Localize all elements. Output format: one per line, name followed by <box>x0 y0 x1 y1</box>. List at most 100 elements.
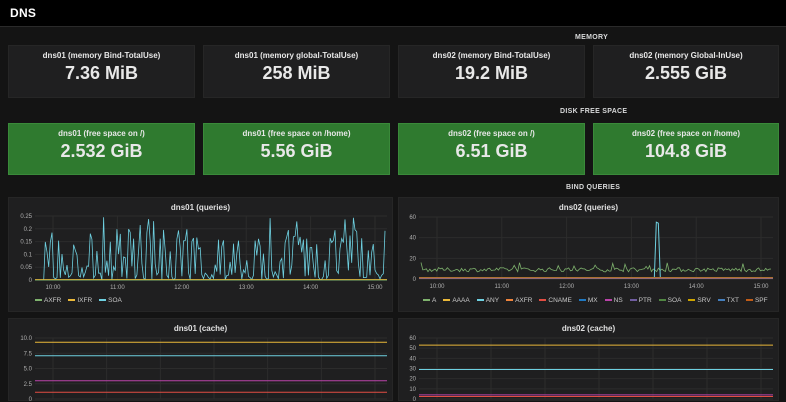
series-line-any <box>419 221 773 279</box>
stat-panel-dns02-global-memory[interactable]: dns02 (memory Global-InUse) 2.555 GiB <box>593 45 779 98</box>
series-line-a <box>420 261 772 273</box>
x-tick-label: 11:00 <box>495 284 510 290</box>
legend-item[interactable]: TXT <box>717 297 739 304</box>
x-tick-label: 10:00 <box>45 285 61 291</box>
chart-dns01-cache: 10.0 7.5 5.0 2.5 0 <box>20 336 387 402</box>
y-tick-label: 60 <box>409 336 416 342</box>
stat-title: dns01 (memory global-TotalUse) <box>234 51 359 60</box>
legend-item[interactable]: IXFR <box>68 297 92 304</box>
dashboard-title[interactable]: DNS <box>10 6 37 20</box>
disk-row-title[interactable]: DISK FREE SPACE <box>560 108 628 115</box>
legend-swatch <box>423 299 430 302</box>
y-tick-label: 7.5 <box>24 351 33 357</box>
legend-label: NS <box>613 297 623 304</box>
legend-swatch <box>745 299 753 302</box>
legend-label: SOA <box>108 297 122 304</box>
stat-panel-dns02-free-home[interactable]: dns02 (free space on /home) 104.8 GiB <box>593 123 779 175</box>
legend-label: A <box>432 297 437 304</box>
x-tick-label: 15:00 <box>367 285 383 291</box>
legend-swatch <box>688 299 696 302</box>
legend-item[interactable]: AXFR <box>506 297 532 304</box>
legend-swatch <box>539 299 547 302</box>
chart-dns02-cache: 60 50 40 30 20 10 0 <box>409 336 773 402</box>
stat-value: 6.51 GiB <box>455 141 528 161</box>
legend-item[interactable]: SPF <box>745 297 768 304</box>
legend-swatch <box>68 299 76 302</box>
memory-row-title[interactable]: MEMORY <box>575 34 609 41</box>
y-tick-label: 0.05 <box>20 265 32 271</box>
legend-item[interactable]: AXFR <box>35 297 61 304</box>
stat-value: 19.2 MiB <box>454 63 529 83</box>
y-tick-label: 20 <box>409 256 416 262</box>
legend-swatch <box>99 299 107 302</box>
stat-value: 258 MiB <box>262 63 331 83</box>
y-tick-label: 0.15 <box>20 240 32 246</box>
x-tick-label: 15:00 <box>753 284 769 290</box>
graph-panel-dns02-queries[interactable]: dns02 (queries) 60 40 20 0 10:00 11:00 12:00 13… <box>398 197 779 312</box>
legend-label: SRV <box>697 297 711 304</box>
legend-item[interactable]: ANY <box>476 297 499 304</box>
legend-swatch <box>604 299 612 302</box>
y-tick-label: 0.1 <box>24 252 33 258</box>
graph-title: dns01 (queries) <box>170 203 231 212</box>
y-tick-label: 0 <box>413 397 417 402</box>
graph-title: dns01 (cache) <box>173 324 228 333</box>
legend-swatch <box>629 299 637 302</box>
legend-item[interactable]: CNAME <box>539 297 572 304</box>
stat-value: 5.56 GiB <box>260 141 333 161</box>
x-tick-label: 12:00 <box>559 284 575 290</box>
legend-dns02-queries: A AAAA ANY AXFR CNAME MX NS PTR SOA SRV TXT SPF <box>423 297 775 304</box>
y-tick-label: 0 <box>29 278 33 284</box>
x-tick-label: 10:00 <box>429 284 445 290</box>
graph-panel-dns01-cache[interactable]: dns01 (cache) 10.0 7.5 5.0 2.5 0 <box>8 318 393 402</box>
stat-value: 2.555 GiB <box>644 63 728 83</box>
stat-title: dns01 (free space on /) <box>58 129 145 138</box>
legend-label: IXFR <box>77 297 93 304</box>
legend-label: AXFR <box>44 297 62 304</box>
bind-row-title[interactable]: BIND QUERIES <box>566 184 621 191</box>
stat-panel-dns01-bind-memory[interactable]: dns01 (memory Bind-TotalUse) 7.36 MiB <box>8 45 195 98</box>
stat-title: dns02 (free space on /) <box>448 129 535 138</box>
legend-label: TXT <box>726 297 739 304</box>
legend-dns01-queries: AXFR IXFR SOA <box>35 297 129 304</box>
graph-panel-dns01-queries[interactable]: dns01 (queries) 0.25 0.2 0.15 0.1 0.05 0 10:00… <box>8 197 393 312</box>
legend-label: SPF <box>754 297 768 304</box>
top-nav-bar: DNS <box>0 0 786 27</box>
chart-dns02-queries: 60 40 20 0 10:00 11:00 12:00 13:00 14:00 15:00 <box>409 215 773 290</box>
stat-title: dns02 (memory Bind-TotalUse) <box>432 51 551 60</box>
legend-item[interactable]: NS <box>604 297 623 304</box>
stat-panel-dns01-global-memory[interactable]: dns01 (memory global-TotalUse) 258 MiB <box>203 45 390 98</box>
stat-value: 104.8 GiB <box>644 141 728 161</box>
legend-item[interactable]: MX <box>578 297 598 304</box>
stat-title: dns01 (free space on /home) <box>242 129 351 138</box>
y-tick-label: 10 <box>409 387 416 393</box>
graph-panel-dns02-cache[interactable]: dns02 (cache) 60 50 40 30 20 10 0 <box>398 318 779 402</box>
legend-swatch <box>443 299 451 302</box>
stat-panel-dns01-free-root[interactable]: dns01 (free space on /) 2.532 GiB <box>8 123 195 175</box>
legend-label: CNAME <box>548 297 572 304</box>
stat-value: 2.532 GiB <box>60 141 143 161</box>
legend-swatch <box>658 299 666 302</box>
legend-item[interactable]: SOA <box>658 297 681 304</box>
legend-label: MX <box>587 297 598 304</box>
legend-swatch <box>506 299 514 302</box>
stat-value: 7.36 MiB <box>64 63 139 83</box>
y-tick-label: 60 <box>409 215 416 221</box>
stat-panel-dns01-free-home[interactable]: dns01 (free space on /home) 5.56 GiB <box>203 123 390 175</box>
stat-panel-dns02-bind-memory[interactable]: dns02 (memory Bind-TotalUse) 19.2 MiB <box>398 45 585 98</box>
y-tick-label: 30 <box>409 367 416 373</box>
legend-item[interactable]: SRV <box>688 297 711 304</box>
legend-swatch <box>35 299 42 302</box>
legend-item[interactable]: PTR <box>629 297 652 304</box>
x-tick-label: 14:00 <box>689 284 705 290</box>
x-tick-label: 12:00 <box>174 285 190 291</box>
y-tick-label: 50 <box>409 346 416 352</box>
stat-panel-dns02-free-root[interactable]: dns02 (free space on /) 6.51 GiB <box>398 123 585 175</box>
legend-item[interactable]: AAAA <box>443 297 470 304</box>
stat-title: dns02 (memory Global-InUse) <box>629 51 743 60</box>
x-tick-label: 13:00 <box>239 285 255 291</box>
y-tick-label: 0.25 <box>20 214 32 220</box>
legend-item[interactable]: SOA <box>99 297 122 304</box>
legend-swatch <box>476 299 484 302</box>
legend-item[interactable]: A <box>423 297 436 304</box>
